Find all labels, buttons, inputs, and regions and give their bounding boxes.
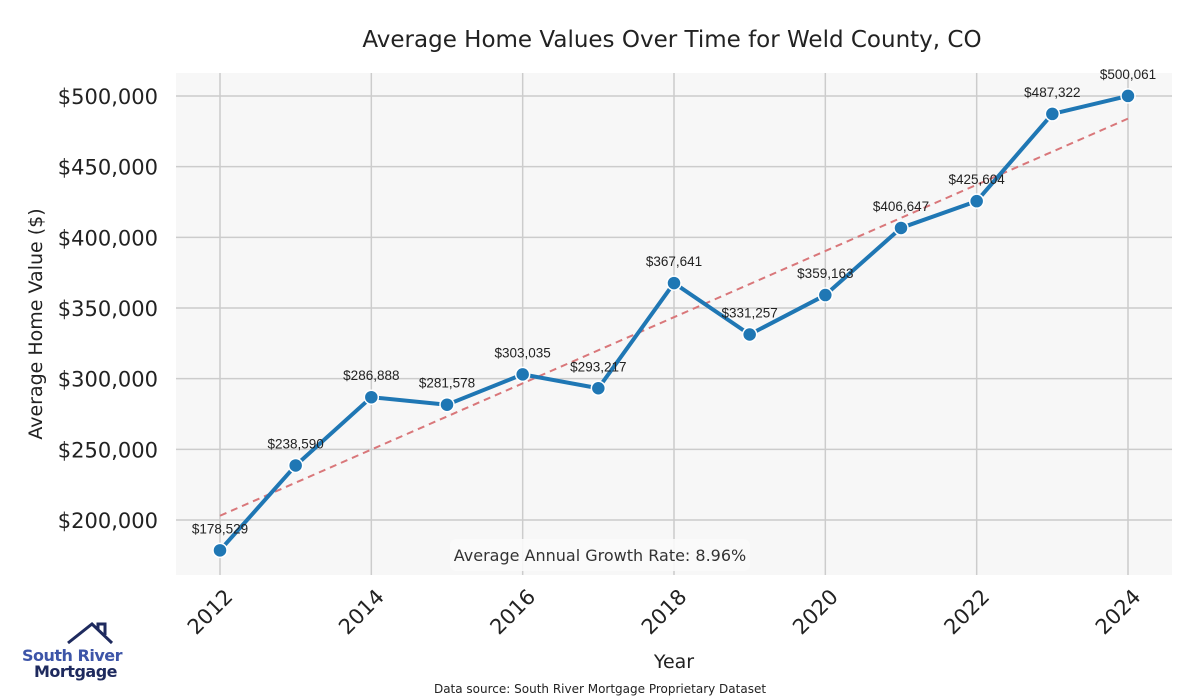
data-point <box>666 275 682 291</box>
x-tick-label: 2016 <box>485 585 540 640</box>
x-tick-label: 2012 <box>183 585 238 640</box>
data-point <box>212 542 228 559</box>
y-tick-label: $200,000 <box>58 509 158 533</box>
data-point <box>514 366 531 383</box>
y-tick-label: $350,000 <box>58 297 158 321</box>
y-tick-label: $250,000 <box>58 438 158 462</box>
data-label: $238,590 <box>268 436 324 451</box>
data-label: $487,322 <box>1024 85 1080 100</box>
y-tick-label: $450,000 <box>58 156 158 180</box>
y-tick-label: $300,000 <box>58 368 158 392</box>
x-tick-label: 2022 <box>939 585 994 640</box>
y-tick-label: $500,000 <box>58 85 158 109</box>
data-label: $500,061 <box>1100 67 1156 82</box>
y-axis-label: Average Home Value ($) <box>25 208 47 439</box>
trend-line <box>219 117 1129 517</box>
data-label: $359,163 <box>797 266 853 281</box>
data-label: $293,217 <box>570 359 626 374</box>
logo-line1: South River <box>22 646 123 665</box>
data-point <box>1044 106 1061 122</box>
data-label: $281,578 <box>419 376 475 391</box>
data-point <box>287 457 304 474</box>
data-label: $303,035 <box>495 345 551 360</box>
data-label: $406,647 <box>873 199 929 214</box>
data-label: $425,604 <box>949 172 1006 187</box>
x-tick-label: 2018 <box>637 585 692 640</box>
data-label: $286,888 <box>343 368 399 383</box>
y-tick-label: $400,000 <box>58 226 158 250</box>
data-point <box>893 220 909 236</box>
x-axis-label: Year <box>653 651 694 673</box>
data-point <box>741 326 758 343</box>
data-point <box>968 193 985 209</box>
data-point <box>363 389 380 405</box>
growth-rate-annotation: Average Annual Growth Rate: 8.96% <box>454 546 746 565</box>
x-tick-label: 2024 <box>1091 585 1146 640</box>
house-roof-icon <box>67 622 114 645</box>
data-source-footnote: Data source: South River Mortgage Propri… <box>434 682 766 696</box>
data-point <box>439 396 455 413</box>
south-river-mortgage-logo: South River Mortgage <box>22 620 123 681</box>
x-tick-label: 2014 <box>334 585 389 640</box>
annotation-box <box>450 539 750 571</box>
data-point <box>590 380 607 397</box>
logo-line2: Mortgage <box>34 662 118 681</box>
data-label: $367,641 <box>646 254 702 269</box>
data-point <box>817 287 834 303</box>
data-label: $331,257 <box>722 305 778 320</box>
x-tick-label: 2020 <box>788 585 843 640</box>
data-point <box>1120 88 1136 104</box>
data-label: $178,529 <box>192 521 248 536</box>
chart-title: Average Home Values Over Time for Weld C… <box>362 27 981 53</box>
